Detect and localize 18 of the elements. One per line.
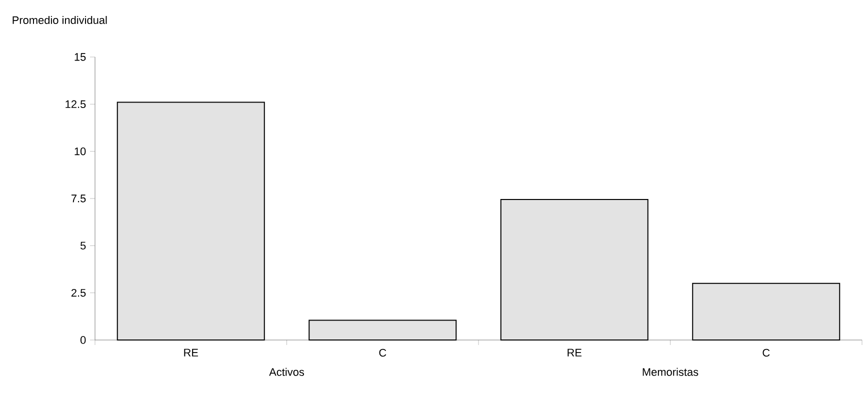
bar <box>500 198 648 340</box>
text: Memoristas <box>642 368 698 376</box>
x-tick-label: RE <box>568 348 582 356</box>
text: Activos <box>269 368 304 376</box>
bar <box>116 102 265 340</box>
bar <box>692 282 840 340</box>
y-tick-label: 7.5 <box>71 194 86 202</box>
y-tick-label: 5 <box>80 242 86 250</box>
y-tick-label: 15 <box>74 53 86 61</box>
y-tick-label: 2.5 <box>71 288 86 297</box>
y-tick-label: 10 <box>74 147 86 156</box>
y-axis-title: Promedio individual <box>12 16 107 24</box>
x-tick-label: C <box>379 348 386 357</box>
y-tick-label: 0 <box>80 336 86 344</box>
y-tick-label: 12.5 <box>66 100 86 108</box>
x-tick-label: C <box>762 348 770 357</box>
bar <box>308 320 457 340</box>
x-tick-label: RE <box>184 348 198 356</box>
